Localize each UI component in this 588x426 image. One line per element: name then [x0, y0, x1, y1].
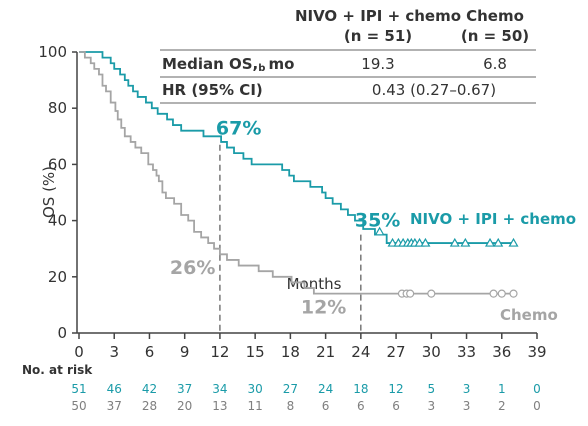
x-tick-label: 9 [180, 343, 190, 361]
at-risk-value: 2 [498, 399, 506, 413]
median-os-nivo: 19.3 [361, 55, 394, 73]
x-tick-label: 39 [527, 343, 546, 361]
landmark-lines [219, 144, 362, 333]
censor-mark [427, 289, 436, 298]
x-ticks: 0 3 6 9 12 15 18 21 24 27 30 33 36 39 [74, 333, 547, 361]
censor-mark [489, 289, 498, 298]
censor-mark [420, 237, 431, 247]
legend-label-nivo: NIVO + IPI + chemo [410, 210, 576, 228]
y-tick-label: 80 [48, 99, 67, 117]
at-risk-value: 46 [107, 382, 122, 396]
x-tick-label: 30 [422, 343, 441, 361]
hr-label: HR (95% CI) [162, 81, 263, 99]
x-tick-label: 18 [281, 343, 300, 361]
at-risk-value: 6 [392, 399, 400, 413]
at-risk-value: 42 [142, 382, 157, 396]
at-risk-value: 3 [427, 399, 435, 413]
x-tick-label: 3 [109, 343, 119, 361]
at-risk-value: 34 [212, 382, 227, 396]
table-header-chemo: Chemo [466, 7, 524, 25]
censor-mark [387, 237, 398, 247]
at-risk-value: 0 [533, 399, 541, 413]
y-tick-label: 0 [57, 324, 67, 342]
censor-mark [449, 237, 460, 247]
annotation-label: 35% [355, 210, 400, 232]
at-risk-value: 24 [318, 382, 333, 396]
at-risk-value: 37 [177, 382, 192, 396]
at-risk-value: 30 [248, 382, 263, 396]
x-tick-label: 0 [74, 343, 84, 361]
at-risk-value: 5 [427, 382, 435, 396]
table-n-chemo: (n = 50) [461, 27, 529, 45]
at-risk-value: 28 [142, 399, 157, 413]
censor-mark [508, 237, 519, 247]
median-os-label: Median OS,b mo [162, 55, 294, 74]
at-risk-value: 11 [248, 399, 263, 413]
hr-value: 0.43 (0.27–0.67) [372, 81, 496, 99]
censor-mark [374, 226, 385, 236]
at-risk-value: 3 [463, 382, 471, 396]
at-risk-value: 8 [287, 399, 295, 413]
x-axis-title: Months [287, 275, 342, 293]
censor-mark [509, 289, 518, 298]
at-risk-value: 51 [71, 382, 86, 396]
at-risk-value: 6 [322, 399, 330, 413]
x-tick-label: 6 [145, 343, 155, 361]
at-risk-value: 13 [212, 399, 227, 413]
median-os-chemo: 6.8 [483, 55, 507, 73]
x-tick-label: 33 [457, 343, 476, 361]
table-n-nivo: (n = 51) [344, 27, 412, 45]
y-tick-label: 20 [48, 268, 67, 286]
censor-mark [414, 237, 425, 247]
x-tick-label: 24 [351, 343, 370, 361]
y-tick-label: 100 [38, 43, 67, 61]
at-risk-title: No. at risk [22, 363, 93, 377]
censor-mark [406, 289, 415, 298]
at-risk-value: 50 [71, 399, 86, 413]
at-risk-value: 12 [388, 382, 403, 396]
at-risk-value: 0 [533, 382, 541, 396]
at-risk-value: 1 [498, 382, 506, 396]
legend-label-chemo: Chemo [500, 306, 558, 324]
x-tick-label: 15 [246, 343, 265, 361]
at-risk-value: 18 [353, 382, 368, 396]
at-risk-value: 20 [177, 399, 192, 413]
y-axis-title: OS (%) [40, 166, 58, 218]
x-tick-label: 36 [492, 343, 511, 361]
x-tick-label: 27 [387, 343, 406, 361]
summary-table: NIVO + IPI + chemo Chemo (n = 51) (n = 5… [160, 7, 536, 104]
annotation-label: 12% [301, 296, 346, 318]
series-line-0 [79, 51, 514, 244]
survival-curves [79, 51, 519, 298]
censor-mark [460, 237, 471, 247]
y-tick-label: 60 [48, 155, 67, 173]
x-tick-label: 12 [210, 343, 229, 361]
y-ticks: 0 20 40 60 80 100 [38, 43, 77, 342]
censor-mark [497, 289, 506, 298]
x-tick-label: 21 [316, 343, 335, 361]
censor-mark [484, 237, 496, 247]
series-line-1 [79, 51, 514, 295]
at-risk-value: 27 [283, 382, 298, 396]
median-os-footnote: b [258, 63, 265, 74]
annotation-label: 26% [170, 257, 215, 279]
censor-mark [493, 237, 504, 247]
annotation-label: 67% [216, 118, 261, 140]
table-header-nivo: NIVO + IPI + chemo [295, 7, 461, 25]
at-risk-table: No. at risk 51 46 42 37 34 30 27 24 18 12 5 3 1 050 37… [22, 363, 541, 413]
at-risk-value: 3 [463, 399, 471, 413]
at-risk-value: 6 [357, 399, 365, 413]
at-risk-rows: 51 46 42 37 34 30 27 24 18 12 5 3 1 050 37 28 20 13 11 8 6 6 6… [71, 382, 540, 413]
y-tick-label: 40 [48, 212, 67, 230]
annotations: 67% 35% 26% 12% [170, 118, 400, 319]
at-risk-value: 37 [107, 399, 122, 413]
